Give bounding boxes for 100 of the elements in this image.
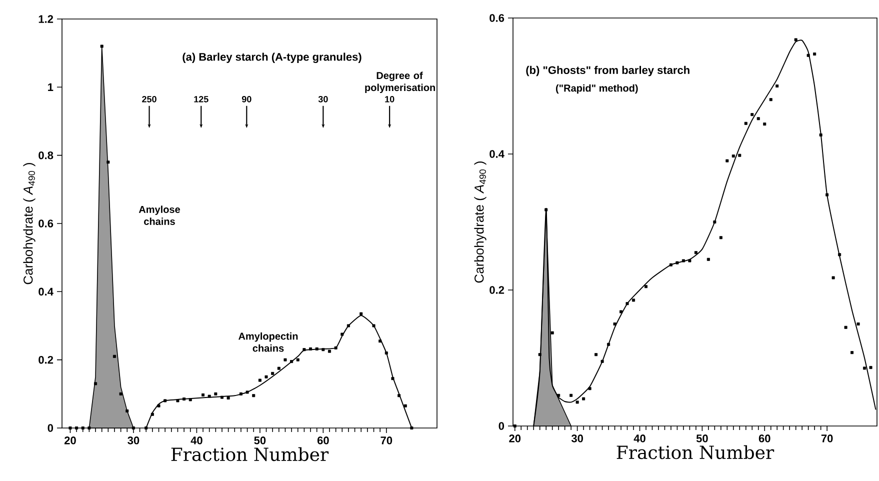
- point: [246, 390, 249, 394]
- point: [863, 366, 866, 370]
- y-tick-label: 0.6: [38, 220, 54, 228]
- y-tick-label: 0.2: [490, 286, 504, 294]
- point: [676, 261, 679, 264]
- point: [688, 259, 692, 262]
- x-tick-label: 60: [758, 434, 770, 442]
- point: [202, 393, 205, 396]
- point: [360, 312, 363, 316]
- x-tick-label: 50: [696, 434, 708, 442]
- y-tick-label: 1: [48, 83, 54, 91]
- point: [582, 397, 586, 400]
- y-tick-label: 0.6: [490, 14, 504, 22]
- point: [806, 54, 810, 57]
- annotation: 10: [385, 96, 394, 102]
- y-tick-label: 0: [48, 424, 54, 432]
- y-tick-label: 1.2: [38, 15, 54, 23]
- annotation: Amylose chains: [138, 206, 180, 225]
- x-axis-title: Fraction Number: [616, 445, 774, 460]
- point: [322, 348, 325, 352]
- point: [706, 258, 710, 261]
- point: [644, 285, 648, 288]
- point: [94, 382, 98, 386]
- point: [682, 259, 685, 262]
- annotation: 30: [318, 96, 328, 102]
- x-tick-label: 60: [317, 436, 329, 444]
- point: [813, 52, 816, 56]
- annotation: 90: [242, 96, 252, 102]
- point: [826, 193, 829, 196]
- point: [334, 346, 338, 350]
- point: [613, 322, 616, 326]
- point: [100, 44, 104, 48]
- point: [819, 133, 822, 136]
- point: [726, 159, 729, 162]
- point: [340, 332, 344, 336]
- point: [226, 396, 230, 400]
- point: [544, 208, 548, 212]
- point: [126, 409, 129, 412]
- point: [844, 326, 848, 329]
- point: [404, 404, 407, 408]
- point: [81, 426, 84, 430]
- y-axis-title: Carbohydrate ( A$_{490}$ ): [474, 161, 486, 283]
- point: [106, 160, 110, 164]
- annotation: 125: [194, 96, 208, 102]
- point: [600, 360, 604, 363]
- point: [75, 426, 78, 430]
- point: [164, 399, 167, 402]
- text: (a) Barley starch (A-type granules): [182, 52, 362, 64]
- point: [713, 220, 716, 224]
- point: [309, 347, 312, 350]
- point: [119, 392, 122, 396]
- point: [756, 117, 760, 120]
- x-tick-label: 40: [190, 436, 202, 444]
- point: [576, 400, 579, 404]
- y-axis-title: Carbohydrate ( A$_{490}$ ): [23, 162, 36, 284]
- point: [732, 154, 735, 158]
- point: [132, 426, 135, 430]
- point: [239, 392, 242, 396]
- point: [869, 366, 872, 370]
- point: [290, 360, 294, 364]
- point: [588, 387, 592, 390]
- point: [694, 251, 698, 254]
- point: [776, 84, 779, 88]
- point: [607, 342, 610, 346]
- y-tick-label: 0.4: [38, 288, 54, 296]
- point: [669, 263, 672, 266]
- point: [214, 392, 218, 396]
- point: [763, 122, 766, 126]
- point: [208, 394, 211, 398]
- point: [832, 276, 835, 280]
- point: [112, 354, 116, 358]
- point: [144, 426, 148, 430]
- point: [182, 398, 186, 401]
- point: [346, 324, 350, 328]
- point: [157, 404, 160, 408]
- point: [150, 412, 154, 416]
- x-tick-label: 70: [380, 436, 392, 444]
- point: [719, 236, 722, 240]
- point: [284, 358, 287, 362]
- point: [850, 351, 854, 354]
- x-tick-label: 30: [128, 436, 140, 444]
- point: [594, 353, 598, 356]
- point: [68, 426, 72, 430]
- point: [744, 122, 748, 125]
- point: [296, 358, 300, 362]
- annotation: Amylopectin chains: [238, 332, 298, 352]
- point: [620, 310, 623, 314]
- point: [220, 396, 224, 399]
- point: [838, 253, 842, 256]
- point: [410, 426, 414, 430]
- point: [277, 366, 280, 370]
- point: [557, 394, 560, 397]
- text: (b) "Ghosts" from barley starch: [526, 66, 690, 76]
- y-tick-label: 0.4: [490, 150, 504, 158]
- point: [570, 394, 573, 397]
- point: [258, 378, 262, 382]
- point: [391, 377, 394, 380]
- point: [738, 154, 742, 157]
- text: ("Rapid" method): [556, 84, 638, 94]
- point: [750, 113, 754, 116]
